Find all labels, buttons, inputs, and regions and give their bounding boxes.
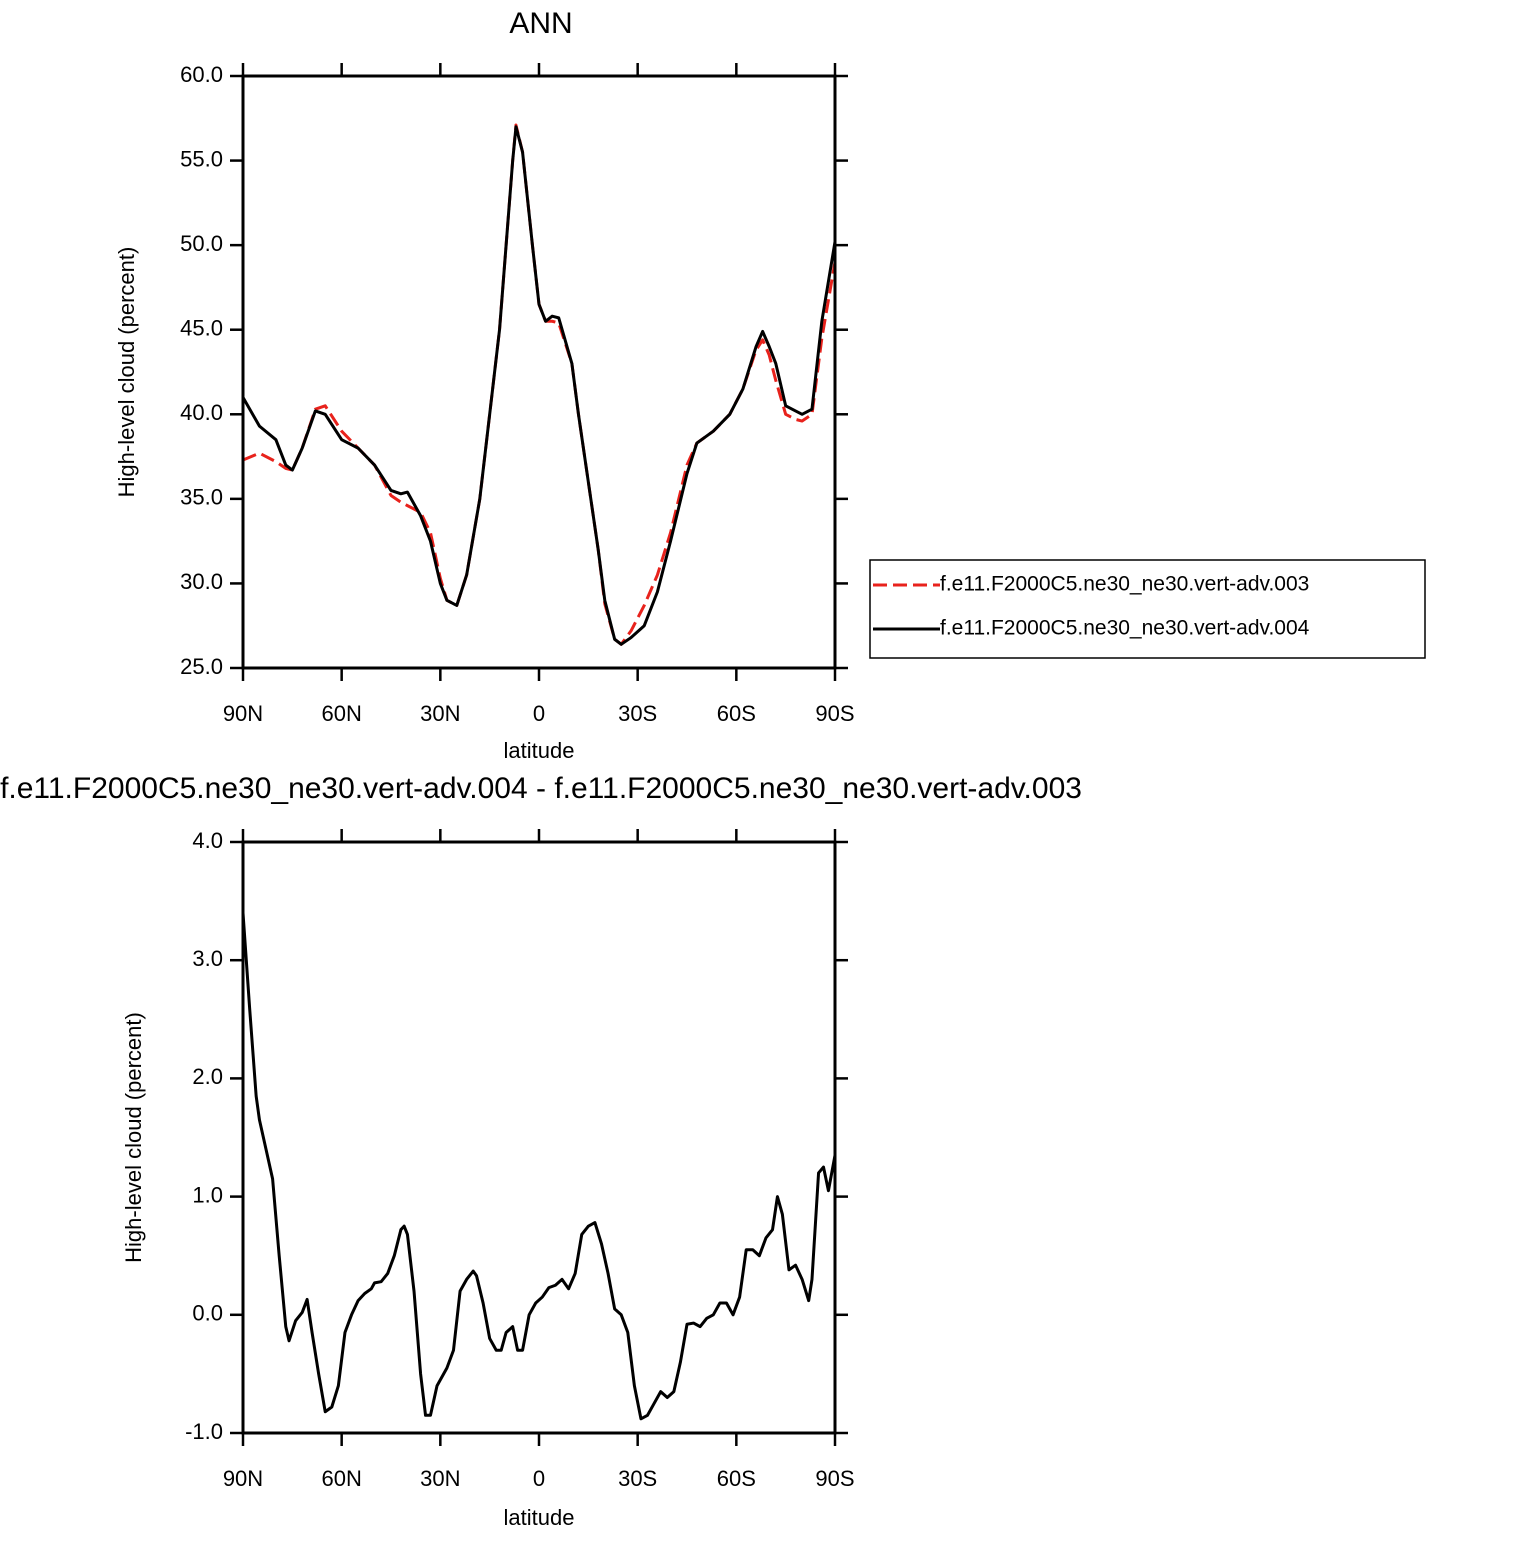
y-tick-label: 0.0 <box>192 1301 223 1326</box>
x-tick-label: 60S <box>717 1466 756 1491</box>
x-axis-label: latitude <box>504 1505 575 1530</box>
x-tick-label: 60S <box>717 701 756 726</box>
plot-frame <box>241 840 837 1435</box>
chart-title: f.e11.F2000C5.ne30_ne30.vert-adv.004 - f… <box>0 772 1082 805</box>
y-tick-label: 30.0 <box>180 569 223 594</box>
y-tick-label: 4.0 <box>192 828 223 853</box>
x-tick-label: 30N <box>420 701 460 726</box>
y-tick-label: 55.0 <box>180 146 223 171</box>
y-tick-label: 50.0 <box>180 231 223 256</box>
y-tick-label: -1.0 <box>185 1419 223 1444</box>
x-tick-label: 30S <box>618 701 657 726</box>
y-tick-label: 3.0 <box>192 946 223 971</box>
y-tick-label: 35.0 <box>180 485 223 510</box>
x-tick-label: 90S <box>815 1466 854 1491</box>
x-tick-label: 90N <box>223 1466 263 1491</box>
legend-label: f.e11.F2000C5.ne30_ne30.vert-adv.003 <box>940 573 1309 596</box>
x-tick-label: 30S <box>618 1466 657 1491</box>
x-tick-label: 90N <box>223 701 263 726</box>
y-axis-label: High-level cloud (percent) <box>114 247 139 498</box>
x-tick-label: 60N <box>321 1466 361 1491</box>
x-axis-label: latitude <box>504 738 575 763</box>
y-tick-label: 45.0 <box>180 316 223 341</box>
data-line <box>241 912 837 1421</box>
x-tick-label: 90S <box>815 701 854 726</box>
chart-title: ANN <box>509 7 572 40</box>
data-line <box>242 123 837 646</box>
y-tick-label: 60.0 <box>180 62 223 87</box>
y-tick-label: 1.0 <box>192 1182 223 1207</box>
data-line <box>241 125 837 646</box>
x-tick-label: 0 <box>533 701 545 726</box>
y-tick-label: 40.0 <box>180 400 223 425</box>
x-tick-label: 30N <box>420 1466 460 1491</box>
y-tick-label: 2.0 <box>192 1064 223 1089</box>
y-axis-label: High-level cloud (percent) <box>121 1012 146 1263</box>
legend-box <box>869 559 1426 659</box>
x-tick-label: 60N <box>321 701 361 726</box>
x-tick-label: 0 <box>533 1466 545 1491</box>
plot-frame <box>241 74 837 670</box>
legend-label: f.e11.F2000C5.ne30_ne30.vert-adv.004 <box>940 617 1310 640</box>
y-tick-label: 25.0 <box>180 654 223 679</box>
